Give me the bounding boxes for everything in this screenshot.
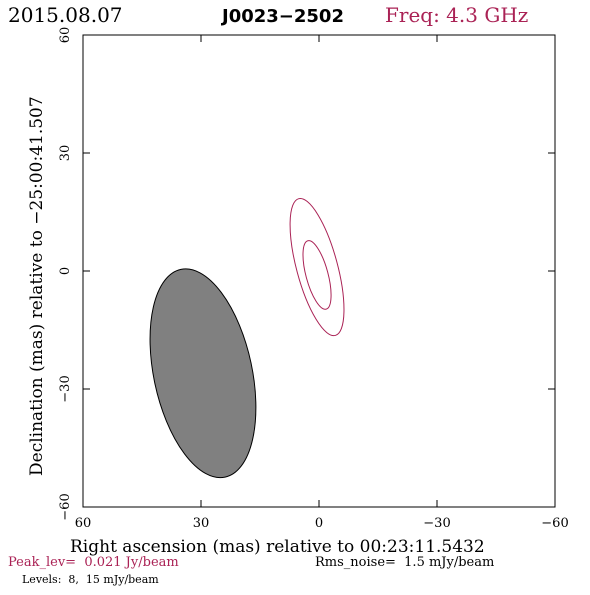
header-frequency: Freq: 4.3 GHz: [385, 3, 528, 27]
plot-area: [82, 34, 556, 508]
plot-frame: [82, 34, 556, 508]
x-tick-label: 0: [315, 516, 323, 531]
y-axis-label: Declination (mas) relative to −25:00:41.…: [27, 96, 47, 476]
header-source: J0023−2502: [220, 6, 344, 27]
x-tick-label: 30: [193, 516, 210, 531]
y-tick-label: −60: [58, 493, 73, 520]
contour-level-15: [302, 240, 332, 310]
y-tick-label: 60: [58, 27, 73, 44]
marks: [149, 197, 345, 479]
y-tick-label: 30: [58, 145, 73, 162]
beam-ellipse: [149, 268, 257, 479]
x-tick-label: −30: [423, 516, 450, 531]
rms-noise: Rms_noise= 1.5 mJy/beam: [315, 555, 494, 570]
x-tick-label: 60: [75, 516, 92, 531]
y-tick-label: −30: [58, 375, 73, 402]
x-tick-label: −60: [541, 516, 568, 531]
ticks: 60 30 0 −30 −60 −60 −30 0 30 60: [58, 27, 569, 531]
x-axis-label: Right ascension (mas) relative to 00:23:…: [70, 537, 485, 557]
peak-level: Peak_lev= 0.021 Jy/beam: [8, 555, 179, 570]
y-tick-label: 0: [58, 267, 73, 275]
contour-levels: Levels: 8, 15 mJy/beam: [22, 573, 159, 586]
header-date: 2015.08.07: [8, 3, 123, 27]
contour-level-8: [289, 197, 345, 337]
